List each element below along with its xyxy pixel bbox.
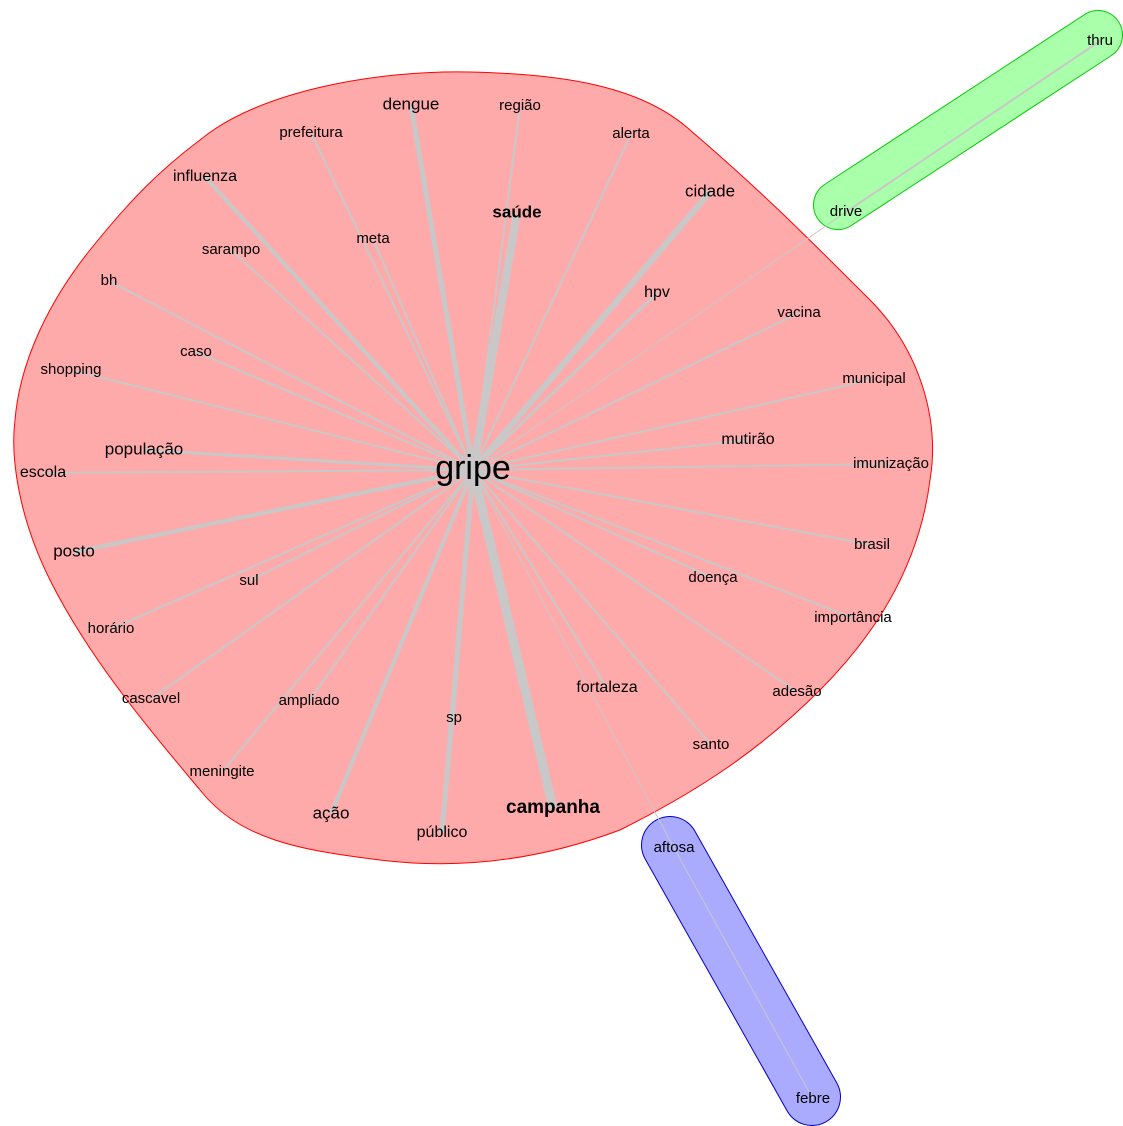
node-label: brasil bbox=[854, 536, 890, 553]
node-label: público bbox=[417, 824, 468, 841]
node-label: cascavel bbox=[122, 690, 180, 707]
node-label: posto bbox=[53, 541, 95, 560]
edge bbox=[230, 249, 474, 471]
edge bbox=[472, 211, 847, 471]
node-label: fortaleza bbox=[576, 679, 637, 696]
node-label: shopping bbox=[41, 361, 102, 378]
edge bbox=[110, 469, 474, 630]
edge bbox=[472, 439, 749, 471]
node-label: bh bbox=[101, 272, 118, 289]
node-label: meningite bbox=[189, 763, 254, 780]
edge bbox=[203, 175, 475, 472]
edge bbox=[195, 351, 474, 471]
node-label: mutirão bbox=[721, 431, 774, 448]
edge bbox=[108, 280, 474, 471]
edge bbox=[472, 133, 632, 471]
edge bbox=[472, 469, 608, 689]
edge bbox=[469, 212, 521, 471]
edge bbox=[329, 469, 475, 815]
node-label: horário bbox=[88, 620, 135, 637]
edge bbox=[70, 369, 474, 471]
edge bbox=[472, 469, 798, 693]
node-label: população bbox=[105, 439, 183, 458]
edge bbox=[143, 448, 474, 472]
edge bbox=[73, 468, 474, 554]
edge bbox=[310, 132, 474, 471]
node-label: aftosa bbox=[654, 839, 696, 856]
cluster-green bbox=[814, 11, 1122, 229]
node-label: escola bbox=[20, 464, 66, 481]
edge bbox=[468, 468, 558, 810]
edge bbox=[845, 40, 1101, 213]
edge bbox=[472, 469, 714, 579]
node-label: ampliado bbox=[279, 692, 340, 709]
edge bbox=[439, 469, 476, 834]
edge bbox=[472, 469, 873, 546]
edge bbox=[472, 469, 712, 746]
node-label: meta bbox=[356, 230, 390, 247]
edge bbox=[471, 291, 659, 472]
node-label: região bbox=[499, 97, 541, 114]
edge bbox=[408, 104, 476, 471]
node-label: influenza bbox=[173, 168, 237, 185]
node-label: cidade bbox=[685, 181, 735, 200]
edge bbox=[472, 469, 675, 849]
edge bbox=[673, 847, 814, 1100]
edge bbox=[472, 312, 800, 471]
node-label: dengue bbox=[383, 94, 440, 113]
node-label: hpv bbox=[644, 284, 670, 301]
node-label: imunização bbox=[853, 455, 929, 472]
labels: gripe dengue região prefeitura alerta influen… bbox=[20, 32, 1113, 1107]
edge bbox=[248, 469, 474, 582]
node-label: febre bbox=[796, 1090, 830, 1107]
node-label: importância bbox=[814, 609, 892, 626]
node-label: gripe bbox=[435, 449, 511, 487]
node-label: prefeitura bbox=[279, 124, 343, 141]
edge bbox=[150, 469, 474, 700]
node-label: drive bbox=[830, 203, 863, 220]
edges bbox=[42, 40, 1101, 1100]
node-label: caso bbox=[180, 343, 212, 360]
node-label: sul bbox=[239, 572, 258, 589]
node-label: alerta bbox=[612, 125, 650, 142]
edge bbox=[472, 463, 892, 471]
edge bbox=[308, 469, 474, 702]
node-label: sarampo bbox=[202, 241, 260, 258]
node-label: thru bbox=[1087, 32, 1113, 49]
node-label: ação bbox=[313, 803, 350, 822]
edge bbox=[372, 238, 474, 471]
node-label: campanha bbox=[506, 797, 600, 818]
edge bbox=[472, 469, 854, 619]
edge bbox=[472, 378, 875, 471]
node-label: vacina bbox=[777, 304, 821, 321]
edge bbox=[42, 469, 474, 474]
edge bbox=[221, 469, 474, 773]
node-label: saúde bbox=[492, 202, 541, 221]
node-label: santo bbox=[693, 736, 730, 753]
edge bbox=[470, 190, 713, 472]
node-label: sp bbox=[446, 709, 462, 726]
node-label: adesão bbox=[772, 683, 821, 700]
node-label: doença bbox=[688, 569, 738, 586]
node-label: municipal bbox=[842, 370, 905, 387]
